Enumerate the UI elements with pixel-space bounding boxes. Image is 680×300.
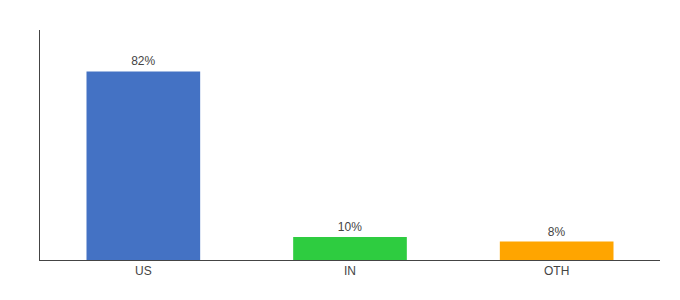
svg-text:US: US bbox=[135, 264, 152, 278]
svg-text:IN: IN bbox=[344, 264, 356, 278]
svg-text:82%: 82% bbox=[131, 54, 155, 68]
svg-text:8%: 8% bbox=[548, 225, 566, 239]
svg-text:10%: 10% bbox=[338, 220, 362, 234]
svg-text:OTH: OTH bbox=[544, 264, 569, 278]
